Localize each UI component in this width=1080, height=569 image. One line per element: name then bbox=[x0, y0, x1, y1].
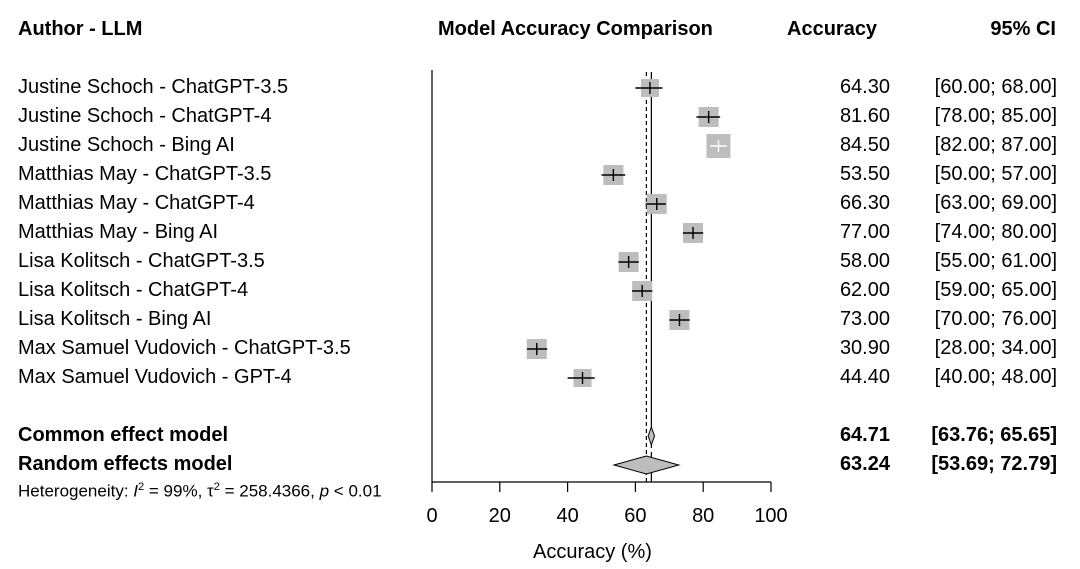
study-accuracy: 53.50 bbox=[839, 163, 890, 185]
header-plot-title: Model Accuracy Comparison bbox=[438, 18, 713, 40]
study-ci: [78.00; 85.00] bbox=[934, 105, 1057, 127]
study-accuracy: 62.00 bbox=[839, 279, 890, 301]
x-axis-title: Accuracy (%) bbox=[533, 541, 652, 563]
study-accuracy: 66.30 bbox=[839, 192, 890, 214]
study-ci: [74.00; 80.00] bbox=[934, 221, 1057, 243]
study-ci: [82.00; 87.00] bbox=[934, 134, 1057, 156]
heterogeneity-text: Heterogeneity: I2 = 99%, τ2 = 258.4366, … bbox=[18, 481, 384, 501]
study-ci: [55.00; 61.00] bbox=[934, 250, 1057, 272]
study-ci: [59.00; 65.00] bbox=[934, 279, 1057, 301]
study-label: Lisa Kolitsch - ChatGPT-3.5 bbox=[18, 250, 265, 272]
summary-accuracy: 63.24 bbox=[839, 453, 890, 475]
x-tick-label: 20 bbox=[489, 505, 511, 527]
study-accuracy: 64.30 bbox=[839, 76, 890, 98]
header-accuracy: Accuracy bbox=[787, 18, 878, 40]
study-ci: [50.00; 57.00] bbox=[934, 163, 1057, 185]
study-accuracy: 84.50 bbox=[839, 134, 890, 156]
header-ci: 95% CI bbox=[990, 18, 1056, 40]
study-ci: [60.00; 68.00] bbox=[934, 76, 1057, 98]
study-accuracy: 58.00 bbox=[839, 250, 890, 272]
x-tick-label: 60 bbox=[624, 505, 646, 527]
summary-ci: [63.76; 65.65] bbox=[931, 424, 1057, 446]
study-ci: [40.00; 48.00] bbox=[934, 366, 1057, 388]
study-label: Matthias May - Bing AI bbox=[18, 221, 219, 243]
study-label: Matthias May - ChatGPT-3.5 bbox=[18, 163, 272, 185]
summary-diamond bbox=[612, 455, 681, 475]
summary-label: Common effect model bbox=[18, 424, 229, 446]
study-label: Justine Schoch - ChatGPT-4 bbox=[18, 105, 272, 127]
study-accuracy: 44.40 bbox=[839, 366, 890, 388]
summary-ci: [53.69; 72.79] bbox=[931, 453, 1057, 475]
study-label: Justine Schoch - Bing AI bbox=[18, 134, 235, 156]
summary-diamond bbox=[647, 425, 656, 447]
study-accuracy: 73.00 bbox=[839, 308, 890, 330]
study-label: Max Samuel Vudovich - ChatGPT-3.5 bbox=[18, 337, 351, 359]
summary-accuracy: 64.71 bbox=[839, 424, 890, 446]
x-tick-label: 100 bbox=[754, 505, 787, 527]
study-ci: [63.00; 69.00] bbox=[934, 192, 1057, 214]
study-accuracy: 30.90 bbox=[839, 337, 890, 359]
study-label: Lisa Kolitsch - Bing AI bbox=[18, 308, 212, 330]
x-tick-label: 80 bbox=[692, 505, 714, 527]
study-label: Lisa Kolitsch - ChatGPT-4 bbox=[18, 279, 249, 301]
study-ci: [70.00; 76.00] bbox=[934, 308, 1057, 330]
x-tick-label: 0 bbox=[426, 505, 437, 527]
header-study: Author - LLM bbox=[18, 18, 143, 40]
study-ci: [28.00; 34.00] bbox=[934, 337, 1057, 359]
study-accuracy: 81.60 bbox=[839, 105, 890, 127]
study-label: Justine Schoch - ChatGPT-3.5 bbox=[18, 76, 289, 98]
study-accuracy: 77.00 bbox=[839, 221, 890, 243]
study-label: Max Samuel Vudovich - GPT-4 bbox=[18, 366, 292, 388]
summary-label: Random effects model bbox=[18, 453, 233, 475]
x-tick-label: 40 bbox=[556, 505, 578, 527]
study-label: Matthias May - ChatGPT-4 bbox=[18, 192, 255, 214]
